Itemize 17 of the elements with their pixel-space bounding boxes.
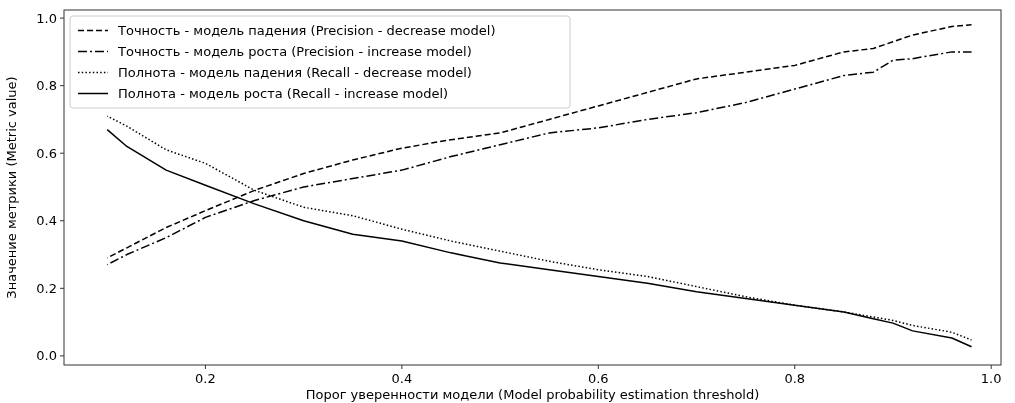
x-tick-label: 0.2 [195, 371, 216, 386]
y-tick-label: 0.8 [36, 78, 57, 94]
y-tick-label: 0.2 [36, 280, 57, 296]
legend-label: Полнота - модель роста (Recall - increase model) [118, 86, 449, 102]
x-axis-title: Порог уверенности модели (Model probability estimation threshold) [305, 387, 760, 402]
x-tick-label: 0.6 [587, 371, 609, 386]
y-tick-label: 1.0 [36, 10, 57, 26]
x-tick-label: 0.8 [784, 371, 806, 386]
x-tick-label: 1.0 [980, 371, 1002, 386]
y-tick-label: 0.6 [36, 145, 57, 161]
y-tick-label: 0.4 [36, 213, 57, 229]
legend-label: Точность - модель падения (Precision - decrease model) [117, 23, 496, 39]
legend-label: Точность - модель роста (Precision - increase model) [117, 44, 472, 60]
y-axis-title: Значение метрики (Metric value) [4, 76, 19, 299]
x-tick-label: 0.4 [391, 371, 413, 386]
y-tick-label: 0.0 [36, 348, 57, 364]
legend-label: Полнота - модель падения (Recall - decrease model) [118, 65, 472, 81]
